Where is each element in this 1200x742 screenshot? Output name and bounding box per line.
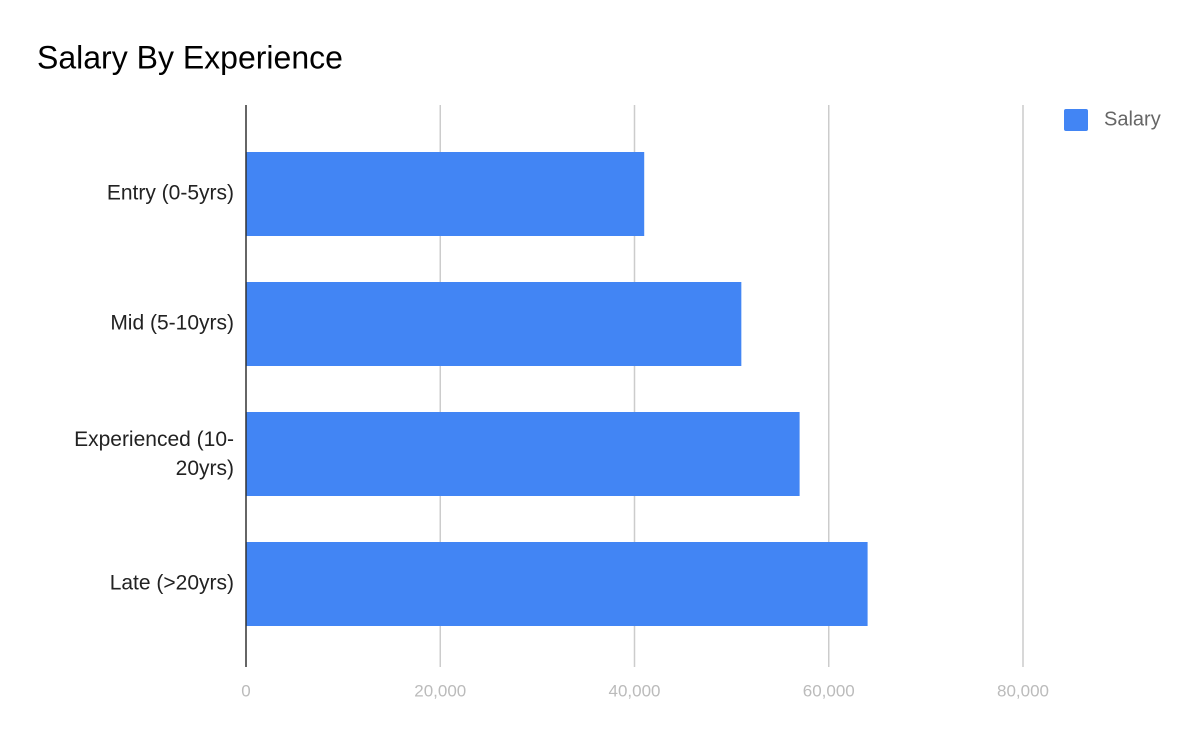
x-tick-label: 80,000 xyxy=(997,681,1049,700)
bar xyxy=(246,542,868,626)
x-tick-label: 60,000 xyxy=(803,681,855,700)
legend-label: Salary xyxy=(1104,108,1161,130)
y-tick-label: Experienced (10-20yrs) xyxy=(74,428,234,480)
y-tick-label: Mid (5-10yrs) xyxy=(110,312,234,335)
x-tick-label: 40,000 xyxy=(609,681,661,700)
chart-title: Salary By Experience xyxy=(37,39,343,75)
x-tick-label: 20,000 xyxy=(414,681,466,700)
legend-swatch xyxy=(1064,109,1088,131)
bar xyxy=(246,152,645,236)
bar xyxy=(246,412,800,496)
y-tick-label: Late (>20yrs) xyxy=(110,572,234,595)
y-tick-label: Entry (0-5yrs) xyxy=(107,182,234,205)
x-tick-label: 0 xyxy=(241,681,250,700)
bar xyxy=(246,282,742,366)
